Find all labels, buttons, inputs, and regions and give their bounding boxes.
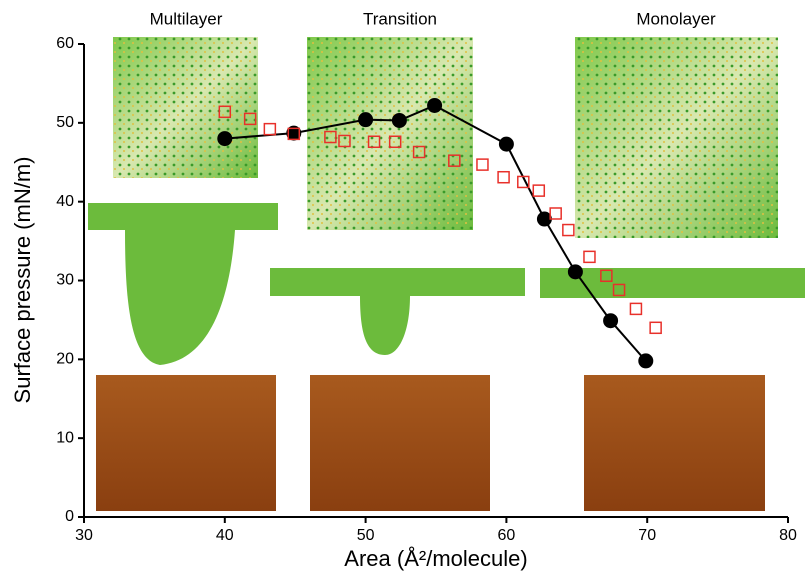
data-point xyxy=(477,159,488,170)
data-point xyxy=(428,98,442,112)
data-point xyxy=(630,303,641,314)
data-point xyxy=(604,314,618,328)
y-tick-label: 60 xyxy=(56,35,74,52)
x-tick-label: 60 xyxy=(498,527,516,544)
x-axis-title: Area (Å²/molecule) xyxy=(344,546,527,571)
annotation: Monolayer xyxy=(636,9,716,28)
x-tick-label: 50 xyxy=(357,527,375,544)
afm-image xyxy=(96,375,276,511)
data-point xyxy=(359,113,373,127)
cross-section xyxy=(270,268,525,355)
x-tick-label: 40 xyxy=(216,527,234,544)
y-tick-label: 50 xyxy=(56,114,74,131)
annotation: Transition xyxy=(363,9,437,28)
y-tick-label: 10 xyxy=(56,429,74,446)
data-point xyxy=(639,354,653,368)
data-point xyxy=(584,251,595,262)
data-point xyxy=(498,172,509,183)
data-point xyxy=(218,132,232,146)
x-tick-label: 80 xyxy=(779,527,797,544)
snapshot-texture xyxy=(575,37,778,238)
data-point xyxy=(499,137,513,151)
chart: Multilayer Transition Monolayer Area (Å²… xyxy=(0,0,805,576)
data-point xyxy=(392,113,406,127)
y-axis-title: Surface pressure (mN/m) xyxy=(10,157,35,404)
y-tick-label: 40 xyxy=(56,193,74,210)
data-point xyxy=(264,124,275,135)
snapshot-texture xyxy=(307,37,473,230)
x-tick-label: 70 xyxy=(638,527,656,544)
snapshot-texture xyxy=(113,37,258,178)
data-point xyxy=(537,212,551,226)
afm-image xyxy=(584,375,765,511)
afm-image xyxy=(310,375,490,511)
y-tick-label: 20 xyxy=(56,351,74,368)
data-point xyxy=(550,208,561,219)
data-point xyxy=(563,225,574,236)
y-tick-label: 0 xyxy=(65,508,74,525)
data-point xyxy=(650,322,661,333)
annotation: Multilayer xyxy=(150,9,223,28)
data-point xyxy=(568,265,582,279)
insets xyxy=(88,37,805,511)
data-point xyxy=(533,185,544,196)
x-tick-label: 30 xyxy=(75,527,93,544)
y-tick-label: 30 xyxy=(56,272,74,289)
cross-section xyxy=(88,203,278,365)
